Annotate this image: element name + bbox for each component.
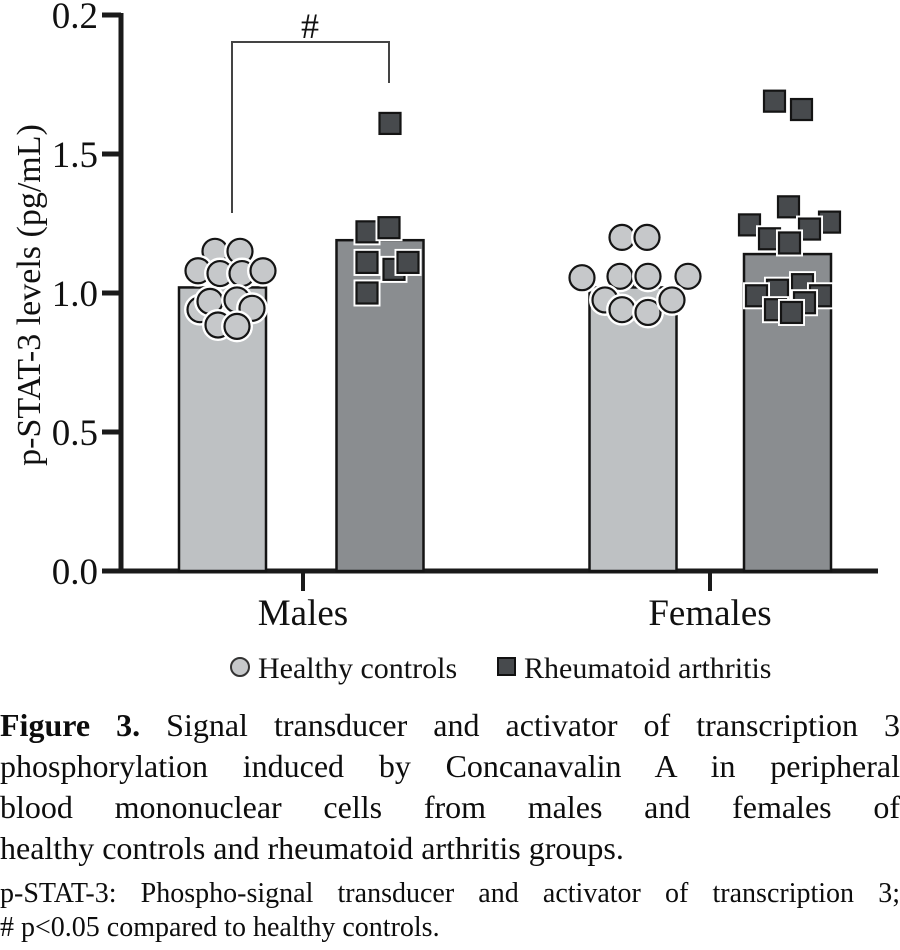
group-label-males: Males [258, 593, 348, 634]
significance-bracket [231, 41, 390, 213]
data-point-circle [608, 223, 636, 251]
caption-line: blood mononuclear cells from males and f… [0, 789, 900, 825]
figure-footnote: p-STAT-3: Phospho-signal transducer and … [0, 877, 900, 945]
data-point-circle [634, 298, 662, 327]
data-point-circle [634, 262, 662, 290]
data-point-square [789, 97, 814, 122]
y-tick-label: 0.5 [52, 413, 98, 454]
data-point-square [377, 216, 401, 240]
legend-circle-marker [230, 657, 250, 677]
data-point-square [797, 217, 822, 241]
data-point-square [777, 231, 802, 255]
bar-females-circle [588, 286, 678, 573]
data-point-circle [674, 262, 702, 290]
data-point-circle [658, 286, 686, 314]
y-tick-label: 0.2 [52, 0, 98, 37]
data-point-square [744, 284, 769, 308]
data-point-square [776, 195, 801, 219]
legend-label-healthy-controls: Healthy controls [258, 652, 457, 685]
data-point-circle [606, 262, 634, 290]
data-point-square [396, 250, 420, 275]
data-point-circle [633, 223, 661, 251]
bar-scatter-chart: 0.0 0.5 1.0 1.5 0.2 p-STAT-3 levels (pg/mL) # M… [11, 0, 878, 685]
group-label-females: Females [648, 593, 771, 634]
data-point-square [355, 281, 379, 305]
caption-line: healthy controls and rheumatoid arthriti… [0, 830, 624, 866]
figure-caption: Figure 3. Signal transducer and activato… [0, 705, 900, 869]
data-point-square [737, 213, 762, 237]
data-point-circle [223, 312, 251, 340]
significance-label: # [301, 6, 319, 46]
y-tick-label: 0.0 [52, 552, 98, 593]
caption-text: Signal transducer and activator of trans… [166, 707, 900, 743]
y-tick-label: 1.0 [52, 274, 98, 315]
data-point-square [762, 89, 787, 113]
data-point-circle [249, 257, 277, 285]
footnote-line: # p<0.05 compared to healthy controls. [0, 912, 440, 943]
data-point-square [779, 300, 804, 325]
data-point-square [378, 111, 402, 136]
data-point-square [355, 220, 379, 244]
y-tick-label: 1.5 [52, 135, 98, 176]
footnote-line: p-STAT-3: Phospho-signal transducer and … [0, 878, 900, 909]
y-axis-title: p-STAT-3 levels (pg/mL) [11, 124, 48, 466]
legend-label-rheumatoid-arthritis: Rheumatoid arthritis [524, 652, 771, 685]
data-point-circle [568, 264, 596, 292]
caption-line: phosphorylation induced by Concanavalin … [0, 748, 900, 784]
caption-figure-label: Figure 3. [0, 707, 141, 743]
data-point-circle [608, 296, 636, 324]
caption-line: Figure 3. Signal transducer and activato… [0, 705, 900, 746]
legend-square-marker [497, 657, 516, 676]
data-point-square [355, 250, 379, 275]
